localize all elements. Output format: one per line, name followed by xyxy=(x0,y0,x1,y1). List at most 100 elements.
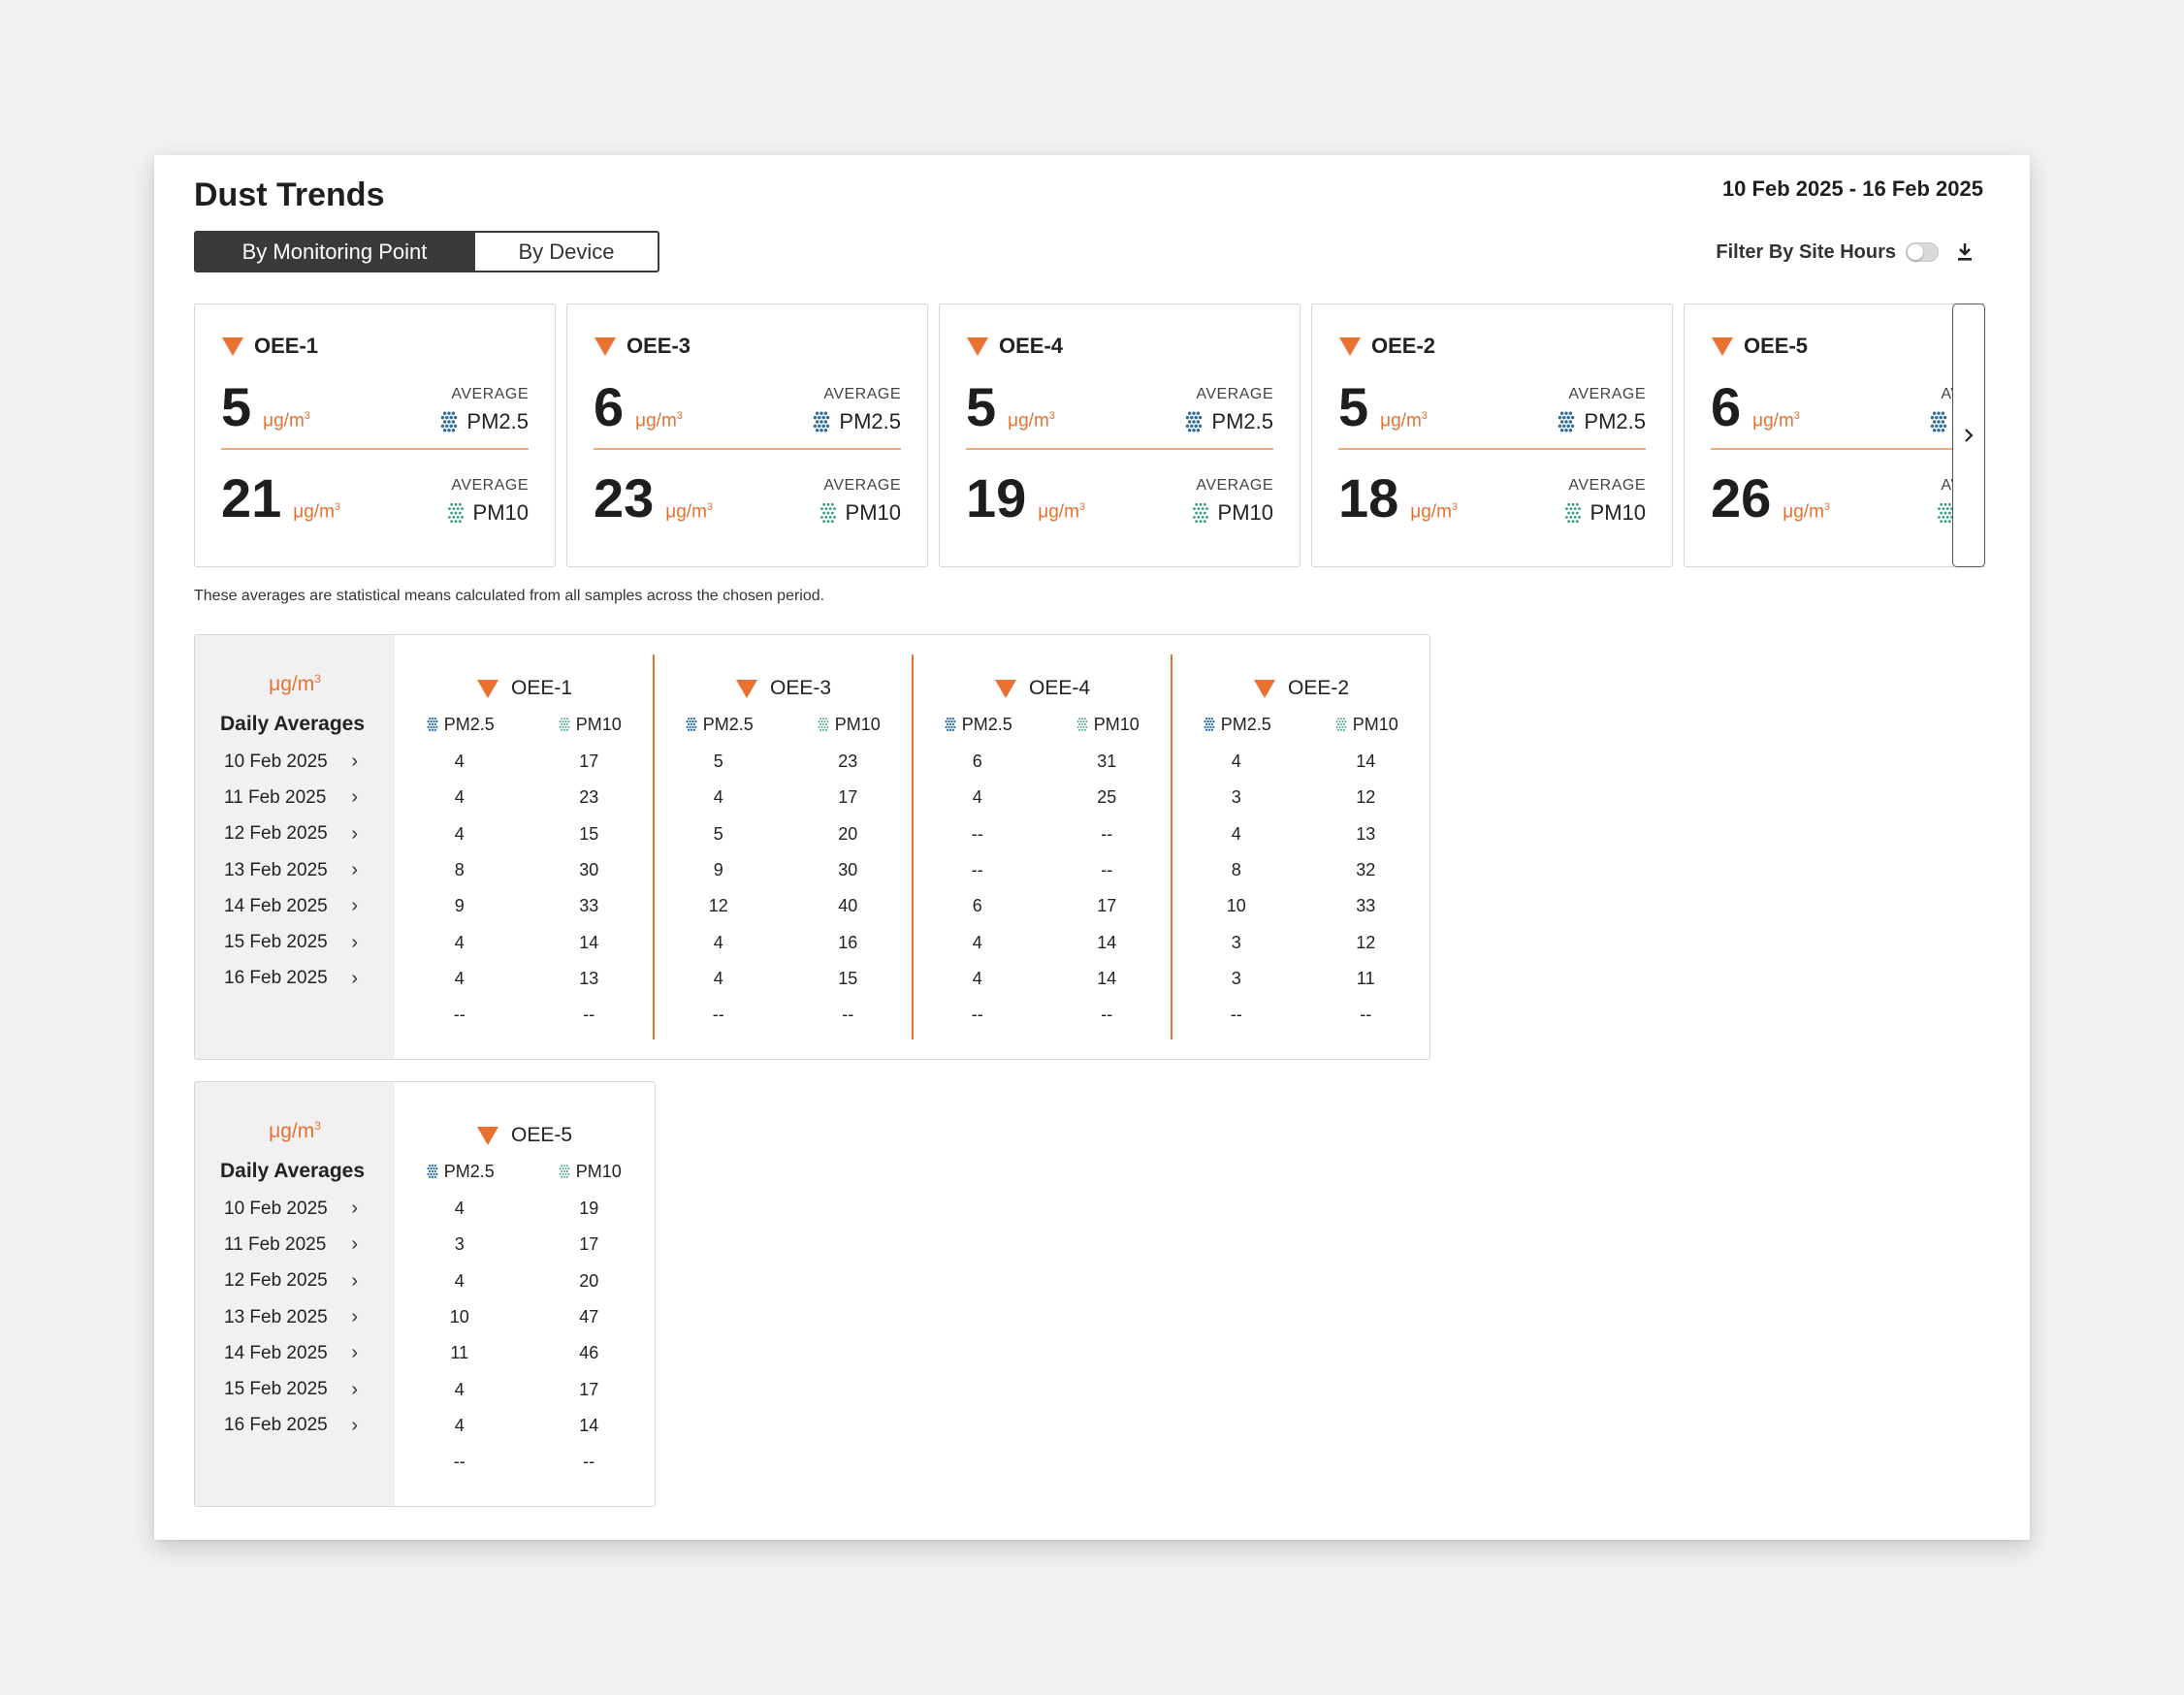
date-row-expand[interactable]: 15 Feb 2025 › xyxy=(195,924,395,960)
pm10-particles-icon xyxy=(1937,502,1953,524)
monitoring-point-column: OEE-3 PM2.5 PM10 5 23 4 17 5 20 9 30 12 40 4 16 4 15 --… xyxy=(654,635,914,1059)
date-row-expand[interactable]: 11 Feb 2025 › xyxy=(195,1227,395,1263)
pm10-cell: 13 xyxy=(579,968,599,988)
pm25-cell: 8 xyxy=(454,860,465,880)
date-label: 12 Feb 2025 xyxy=(224,823,328,845)
next-cards-button[interactable] xyxy=(1952,304,1985,567)
download-icon[interactable] xyxy=(1954,240,1975,264)
pm25-cell: 4 xyxy=(454,787,465,808)
pm10-cell: -- xyxy=(583,1452,595,1472)
pm10-cell: 25 xyxy=(1097,787,1117,808)
pm10-cell: 17 xyxy=(838,787,858,808)
pm10-header: PM10 xyxy=(1043,715,1172,735)
pm10-particles-icon xyxy=(1335,718,1347,731)
pm25-cell: 4 xyxy=(454,752,465,772)
tab-by-device[interactable]: By Device xyxy=(475,233,658,271)
date-label: 15 Feb 2025 xyxy=(224,932,328,953)
date-row-expand[interactable]: 10 Feb 2025 › xyxy=(195,1191,395,1227)
pm25-particles-icon xyxy=(1186,411,1203,432)
summary-cards: OEE-1 5 μg/m3 AVERAGE PM2.5 21 μg/m3 AVERA… xyxy=(194,304,1985,569)
monitoring-point-card[interactable]: OEE-4 5 μg/m3 AVERAGE PM2.5 19 μg/m3 AVERA… xyxy=(939,304,1301,567)
pm10-cell: -- xyxy=(1101,860,1113,880)
unit-label: μg/m3 xyxy=(1008,409,1055,431)
table-row: 4 16 xyxy=(654,924,913,960)
pm25-cell: 9 xyxy=(454,896,465,916)
monitoring-point-card[interactable]: OEE-3 6 μg/m3 AVERAGE PM2.5 23 μg/m3 AVERA… xyxy=(566,304,928,567)
filter-site-hours: Filter By Site Hours xyxy=(1716,240,1975,264)
average-label: AVERAGE xyxy=(1568,477,1646,494)
pm10-cell: 17 xyxy=(579,1234,599,1255)
pm25-particles-icon xyxy=(1558,411,1575,432)
date-label: 13 Feb 2025 xyxy=(224,1306,328,1327)
average-label: AVERAGE xyxy=(1196,386,1273,402)
date-row-expand[interactable]: 14 Feb 2025 › xyxy=(195,888,395,924)
site-hours-toggle[interactable] xyxy=(1906,242,1939,262)
pm25-cell: 4 xyxy=(972,787,982,808)
pm25-particles-icon xyxy=(686,718,697,731)
date-label: 13 Feb 2025 xyxy=(224,859,328,880)
monitoring-point-card[interactable]: OEE-2 5 μg/m3 AVERAGE PM2.5 18 μg/m3 AVERA… xyxy=(1311,304,1673,567)
chevron-right-icon: › xyxy=(351,1269,358,1292)
date-row-expand[interactable]: 13 Feb 2025 › xyxy=(195,1299,395,1335)
pm25-average-value: 5 xyxy=(966,376,997,437)
table-row: 4 14 xyxy=(913,924,1172,960)
chevron-right-icon: › xyxy=(351,1198,358,1220)
pm10-average-value: 26 xyxy=(1711,467,1772,528)
date-row-expand[interactable]: 16 Feb 2025 › xyxy=(195,1408,395,1444)
pm10-particles-icon xyxy=(819,502,836,524)
date-row-expand[interactable]: 13 Feb 2025 › xyxy=(195,852,395,888)
monitoring-point-icon xyxy=(967,337,988,356)
pm10-header: PM10 xyxy=(784,715,914,735)
column-title: OEE-4 xyxy=(1028,677,1091,699)
table-row: 3 17 xyxy=(395,1227,654,1263)
dates-column: μg/m3 Daily Averages 10 Feb 2025 › 11 Feb 2… xyxy=(195,635,395,1059)
monitoring-point-icon xyxy=(1712,337,1733,356)
date-row-expand[interactable]: 11 Feb 2025 › xyxy=(195,780,395,816)
monitoring-point-column: OEE-5 PM2.5 PM10 4 19 3 17 4 20 10 47 11 46 4 17 4 14 -… xyxy=(395,1082,654,1506)
pm10-cell: 12 xyxy=(1356,932,1376,952)
chevron-right-icon: › xyxy=(351,931,358,953)
date-row-expand[interactable]: 16 Feb 2025 › xyxy=(195,961,395,997)
table-row: 10 33 xyxy=(1172,888,1429,924)
table-row: 12 40 xyxy=(654,888,913,924)
pm25-cell: 4 xyxy=(1231,752,1241,772)
monitoring-point-icon xyxy=(994,680,1016,698)
chevron-right-icon: › xyxy=(351,1233,358,1256)
pm10-cell: 33 xyxy=(579,896,599,916)
date-row-expand[interactable]: 12 Feb 2025 › xyxy=(195,1263,395,1299)
column-title: OEE-3 xyxy=(769,677,832,699)
table-row: 4 15 xyxy=(654,961,913,997)
pm10-label: PM10 xyxy=(845,500,901,525)
pm10-header: PM10 xyxy=(525,1162,655,1182)
chevron-right-icon: › xyxy=(351,1342,358,1364)
monitoring-point-column: OEE-4 PM2.5 PM10 6 31 4 25 -- -- -- -- 6 17 4 14 4 14 -… xyxy=(913,635,1172,1059)
tab-by-monitoring-point[interactable]: By Monitoring Point xyxy=(196,233,475,271)
monitoring-point-icon xyxy=(476,680,498,698)
pm10-cell: 14 xyxy=(1097,932,1117,952)
date-row-expand[interactable]: 14 Feb 2025 › xyxy=(195,1335,395,1371)
unit-label: μg/m3 xyxy=(293,500,341,522)
monitoring-point-card[interactable]: OEE-1 5 μg/m3 AVERAGE PM2.5 21 μg/m3 AVERA… xyxy=(194,304,556,567)
table-row: 4 23 xyxy=(395,780,654,816)
pm10-particles-icon xyxy=(818,718,829,731)
pm10-header: PM10 xyxy=(1301,715,1430,735)
date-row-expand[interactable]: 15 Feb 2025 › xyxy=(195,1371,395,1407)
pm25-cell: -- xyxy=(453,1005,466,1025)
pm10-cell: 40 xyxy=(838,896,858,916)
unit-label: μg/m3 xyxy=(269,672,321,695)
table-row: 4 14 xyxy=(1172,744,1429,780)
date-row-expand[interactable]: 12 Feb 2025 › xyxy=(195,816,395,852)
pm25-header: PM2.5 xyxy=(1172,715,1301,735)
pm25-cell: -- xyxy=(453,1452,466,1472)
table-row: 4 20 xyxy=(395,1263,654,1299)
pm25-cell: 4 xyxy=(972,932,982,952)
pm10-cell: 20 xyxy=(838,823,858,844)
unit-label: μg/m3 xyxy=(1038,500,1086,522)
date-row-expand[interactable]: 10 Feb 2025 › xyxy=(195,744,395,780)
table-row: 5 20 xyxy=(654,816,913,852)
pm25-particles-icon xyxy=(427,1165,438,1178)
pm10-cell: 23 xyxy=(838,752,858,772)
table-row: 8 30 xyxy=(395,852,654,888)
pm10-cell: 14 xyxy=(579,1415,599,1435)
